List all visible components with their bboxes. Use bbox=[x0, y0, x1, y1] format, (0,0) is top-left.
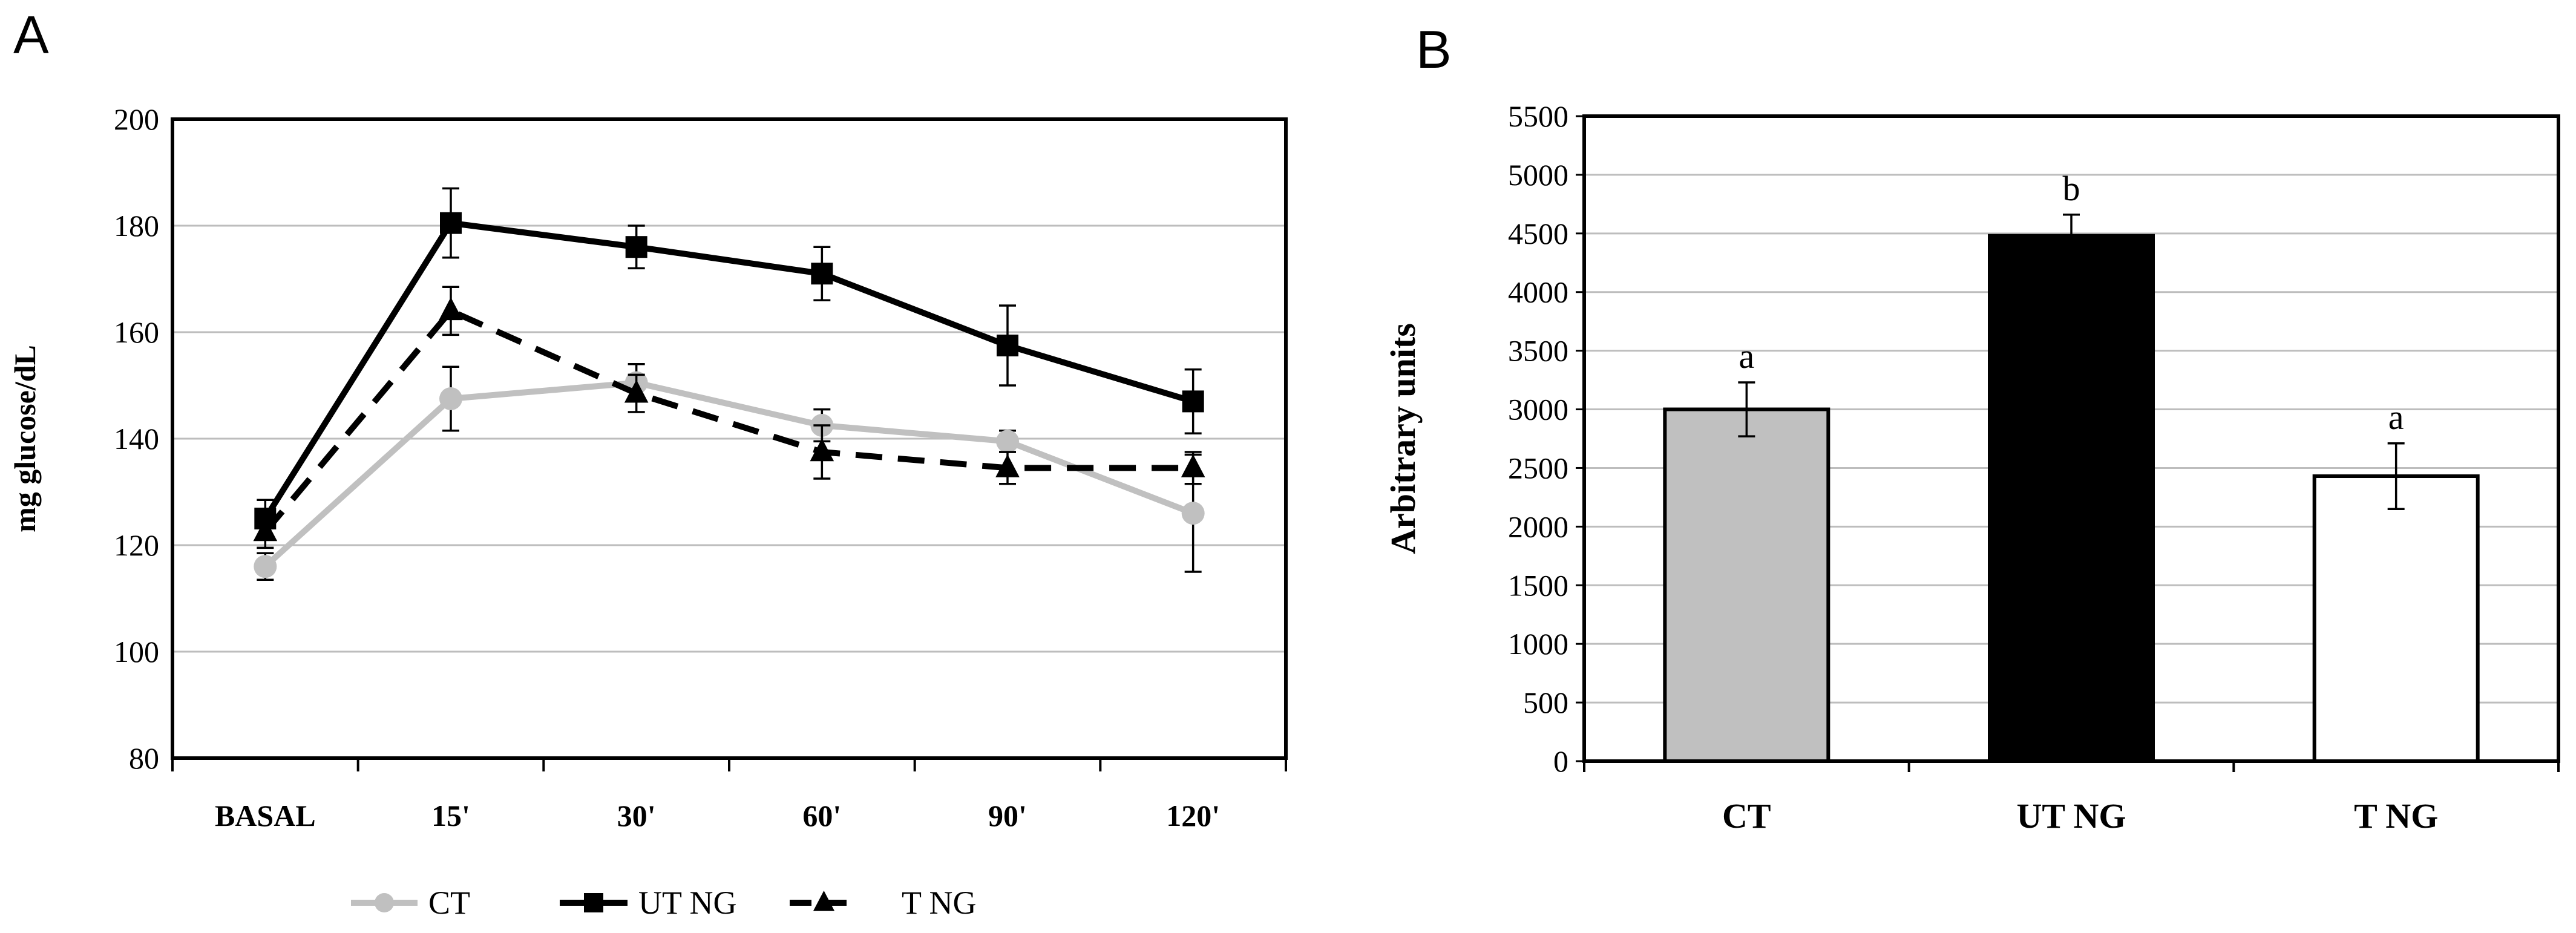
data-point bbox=[997, 335, 1018, 356]
panel-b-bars: a CT b UT NG a T NG bbox=[1583, 169, 2560, 836]
panel-b-plot-frame bbox=[1582, 114, 2560, 763]
legend-label: UT NG bbox=[638, 885, 737, 921]
data-point bbox=[810, 438, 834, 462]
x-tick-label: 120' bbox=[1166, 799, 1220, 833]
x-tick-label: 90' bbox=[988, 799, 1027, 833]
y-tick-label: 5500 bbox=[1508, 99, 1568, 133]
y-tick-label: 2500 bbox=[1508, 451, 1568, 485]
y-tick-label: 140 bbox=[114, 422, 159, 456]
data-point bbox=[1181, 502, 1205, 525]
y-tick-label: 100 bbox=[114, 635, 159, 669]
bar-group-ct: a CT bbox=[1663, 336, 1830, 836]
bar bbox=[2312, 474, 2480, 763]
data-point bbox=[584, 893, 603, 912]
y-tick-label: 3000 bbox=[1508, 393, 1568, 427]
y-tick-label: 0 bbox=[1553, 744, 1568, 778]
legend-label: T NG bbox=[902, 885, 977, 921]
bar bbox=[1988, 234, 2155, 764]
data-point bbox=[254, 555, 277, 578]
y-tick-label: 500 bbox=[1523, 686, 1568, 719]
significance-letter: b bbox=[2063, 169, 2080, 208]
y-tick-label: 80 bbox=[129, 741, 159, 775]
y-tick-label: 4000 bbox=[1508, 275, 1568, 309]
data-point bbox=[625, 236, 647, 258]
bar-group-t-ng: a T NG bbox=[2312, 398, 2480, 836]
legend-label: CT bbox=[428, 885, 470, 921]
data-point bbox=[440, 212, 462, 234]
data-point bbox=[439, 297, 463, 321]
legend-entry: T NG bbox=[790, 885, 977, 921]
x-tick-label: 15' bbox=[431, 799, 470, 833]
x-tick-label: UT NG bbox=[2016, 796, 2126, 836]
y-tick-label: 4500 bbox=[1508, 217, 1568, 250]
panel-a-y-axis-label: mg glucose/dL bbox=[8, 345, 42, 532]
panel-a-gridlines bbox=[172, 224, 1286, 653]
x-tick-label: 30' bbox=[617, 799, 656, 833]
y-tick-label: 120 bbox=[114, 528, 159, 562]
x-tick-label: 60' bbox=[802, 799, 841, 833]
y-tick-label: 180 bbox=[114, 209, 159, 243]
data-point bbox=[996, 430, 1019, 453]
significance-letter: a bbox=[2388, 398, 2404, 437]
bar bbox=[1663, 407, 1830, 763]
panel-b-label: B bbox=[1416, 19, 1452, 79]
panel-b-bar-chart: B 0 500 1000 1500 2000 2500 3000 3500 4000 4500 50… bbox=[1383, 19, 2560, 836]
data-point bbox=[1182, 390, 1204, 413]
significance-letter: a bbox=[1739, 336, 1754, 376]
panel-a-plot-frame bbox=[171, 117, 1288, 760]
series-t-ng bbox=[253, 286, 1205, 549]
x-tick-label: CT bbox=[1722, 796, 1771, 836]
panel-a-label: A bbox=[13, 5, 49, 65]
x-tick-label: BASAL bbox=[215, 799, 316, 833]
x-tick-label: T NG bbox=[2354, 796, 2438, 836]
y-tick-label: 5000 bbox=[1508, 158, 1568, 192]
data-point bbox=[995, 454, 1020, 477]
legend-entry: UT NG bbox=[560, 885, 737, 921]
y-tick-label: 200 bbox=[114, 102, 159, 136]
data-point bbox=[811, 263, 833, 285]
series-line bbox=[263, 220, 1195, 520]
y-tick-label: 2000 bbox=[1508, 509, 1568, 543]
data-point bbox=[1181, 454, 1205, 477]
legend-entry: CT bbox=[351, 885, 470, 921]
panel-b-y-ticks: 0 500 1000 1500 2000 2500 3000 3500 4000 4500 5000… bbox=[1508, 99, 1584, 778]
panel-a-x-ticks: BASAL 15' 30' 60' 90' 120' bbox=[171, 758, 1287, 833]
y-tick-label: 1000 bbox=[1508, 627, 1568, 661]
y-tick-label: 3500 bbox=[1508, 334, 1568, 368]
y-tick-label: 1500 bbox=[1508, 568, 1568, 602]
series-line bbox=[263, 307, 1193, 534]
panel-a-line-chart: A 80 100 120 140 160 180 200 BASAL 15' 30' 60' 90'… bbox=[8, 5, 1288, 921]
series-ut-ng bbox=[254, 187, 1204, 539]
data-point bbox=[439, 387, 462, 410]
data-point bbox=[375, 893, 394, 912]
series-line bbox=[263, 379, 1195, 569]
data-point bbox=[813, 891, 835, 911]
panel-a-y-ticks: 80 100 120 140 160 180 200 bbox=[114, 102, 159, 775]
bar-group-ut-ng: b UT NG bbox=[1988, 169, 2155, 836]
panel-a-legend: CT UT NG T NG bbox=[351, 885, 977, 921]
y-tick-label: 160 bbox=[114, 315, 159, 349]
data-point bbox=[253, 518, 278, 542]
data-point bbox=[624, 379, 649, 403]
panel-b-y-axis-label: Arbitrary units bbox=[1383, 323, 1423, 554]
panel-a-series bbox=[253, 187, 1205, 581]
